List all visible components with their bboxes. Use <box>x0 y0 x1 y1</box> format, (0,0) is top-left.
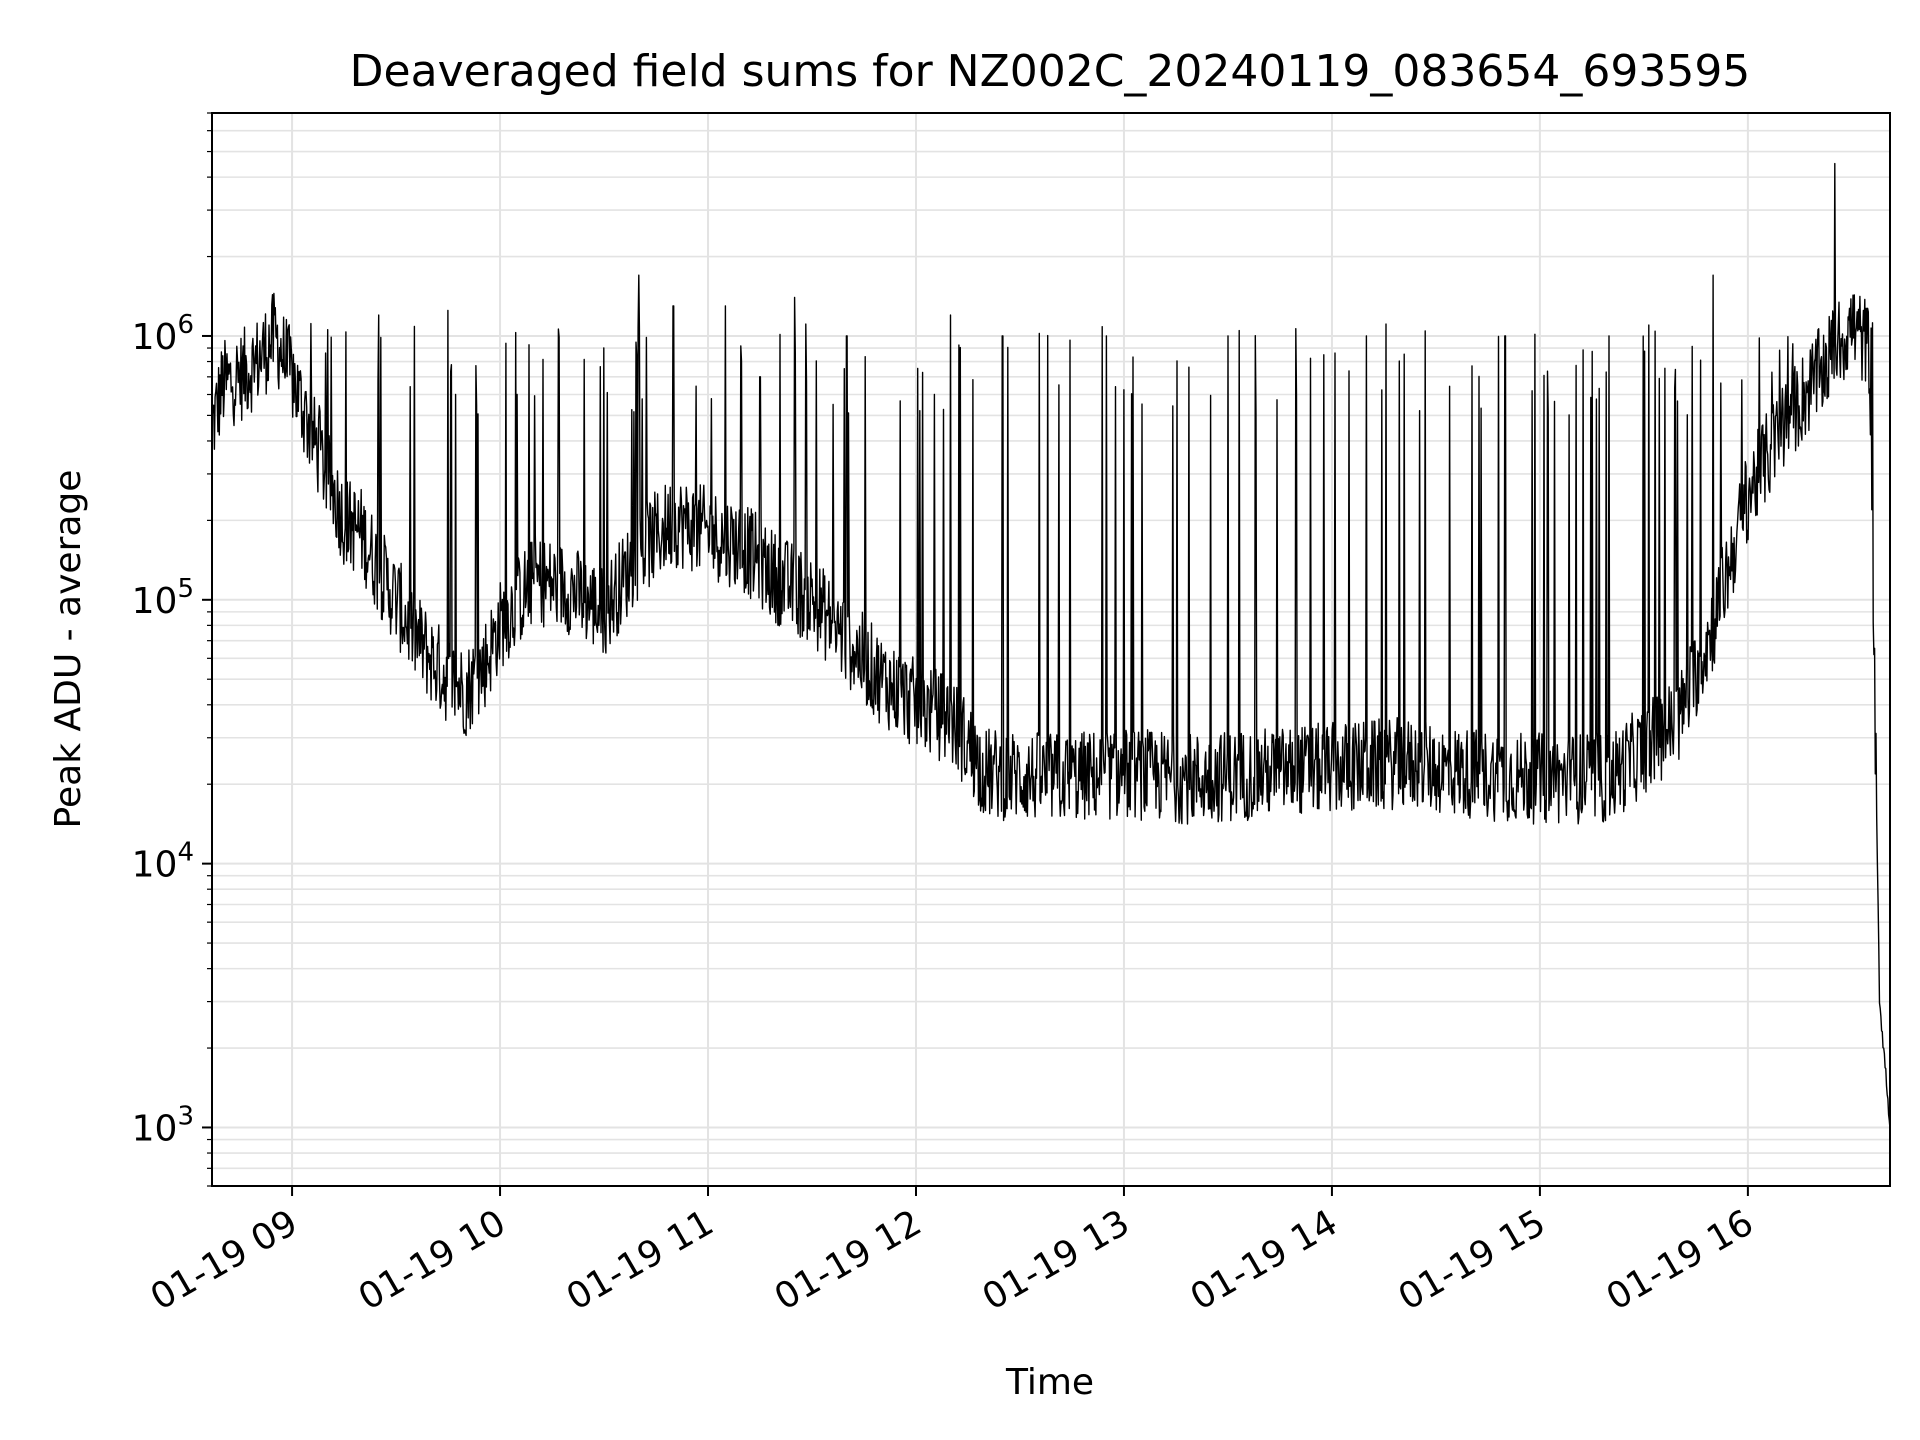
y-tick-label: 104 <box>132 838 194 886</box>
grid <box>212 112 1890 1187</box>
chart-title: Deaveraged field sums for NZ002C_2024011… <box>350 46 1751 97</box>
y-tick-label: 106 <box>132 310 194 358</box>
series-line <box>211 162 1891 1130</box>
y-tick-label: 103 <box>132 1101 194 1149</box>
y-axis: 103 104 105 106 <box>132 112 212 1187</box>
y-axis-label: Peak ADU - average <box>48 470 89 829</box>
y-tick-label: 105 <box>132 574 194 622</box>
axes-frame <box>211 112 1891 1187</box>
x-axis-label: Time <box>1005 1362 1094 1403</box>
plot-area <box>211 162 1891 1130</box>
